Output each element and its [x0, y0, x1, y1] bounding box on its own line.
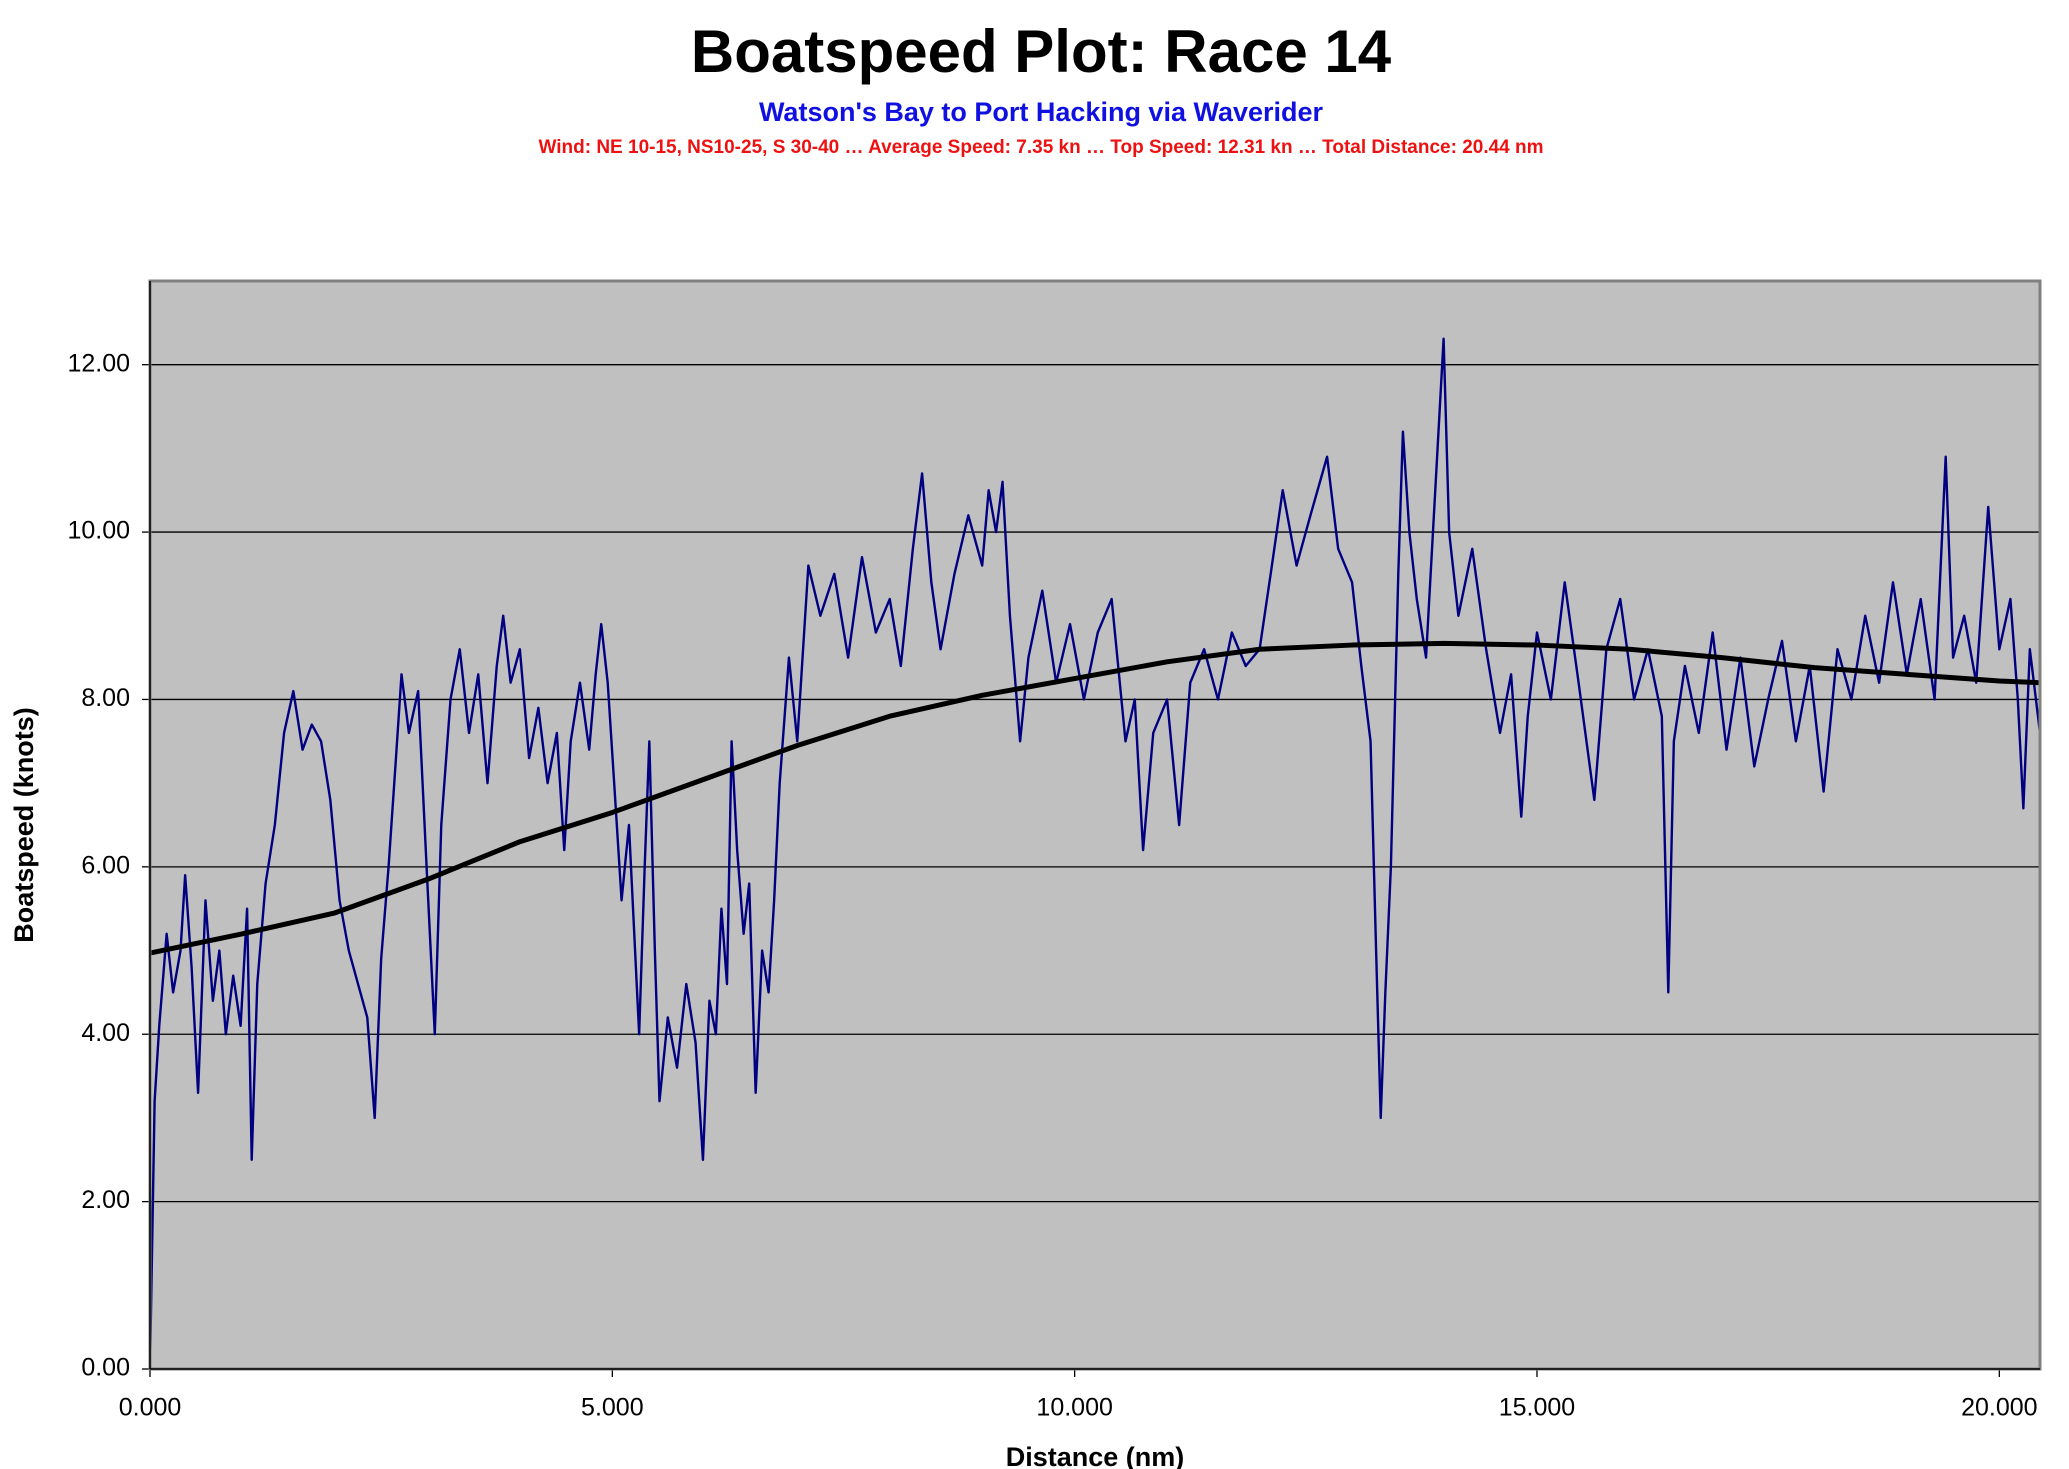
- chart-subtitle: Watson's Bay to Port Hacking via Waverid…: [759, 97, 1324, 127]
- annotation: Wind: NE 10-15, NS10-25, S 30-40 … Avera…: [538, 137, 1543, 158]
- x-tick-label: 0.000: [119, 1394, 182, 1422]
- x-tick-label: 20.000: [1961, 1394, 2037, 1422]
- x-tick-label: 5.000: [581, 1394, 644, 1422]
- trend-line: [149, 640, 2041, 956]
- x-tick-label: 15.000: [1499, 1394, 1575, 1422]
- plot-area: [150, 281, 2040, 1369]
- y-tick-label: 10.00: [67, 517, 130, 545]
- y-tick-label: 2.00: [81, 1186, 130, 1214]
- y-tick-label: 8.00: [81, 684, 130, 712]
- chart-title: Boatspeed Plot: Race 14: [691, 18, 1392, 85]
- speed-line: [148, 337, 2042, 1370]
- x-axis-label: Distance (nm): [1006, 1442, 1185, 1469]
- y-axis-label: Boatspeed (knots): [9, 707, 39, 943]
- y-tick-label: 6.00: [81, 851, 130, 879]
- y-tick-label: 4.00: [81, 1019, 130, 1047]
- y-tick-label: 12.00: [67, 349, 130, 377]
- y-tick-label: 0.00: [81, 1354, 130, 1382]
- x-tick-label: 10.000: [1036, 1394, 1112, 1422]
